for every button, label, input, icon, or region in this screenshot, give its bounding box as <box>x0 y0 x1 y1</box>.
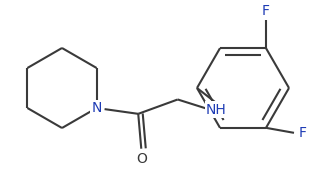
Text: NH: NH <box>206 103 227 117</box>
Text: F: F <box>262 4 270 18</box>
Text: N: N <box>91 101 102 115</box>
Text: O: O <box>136 152 147 166</box>
Text: F: F <box>299 126 307 140</box>
